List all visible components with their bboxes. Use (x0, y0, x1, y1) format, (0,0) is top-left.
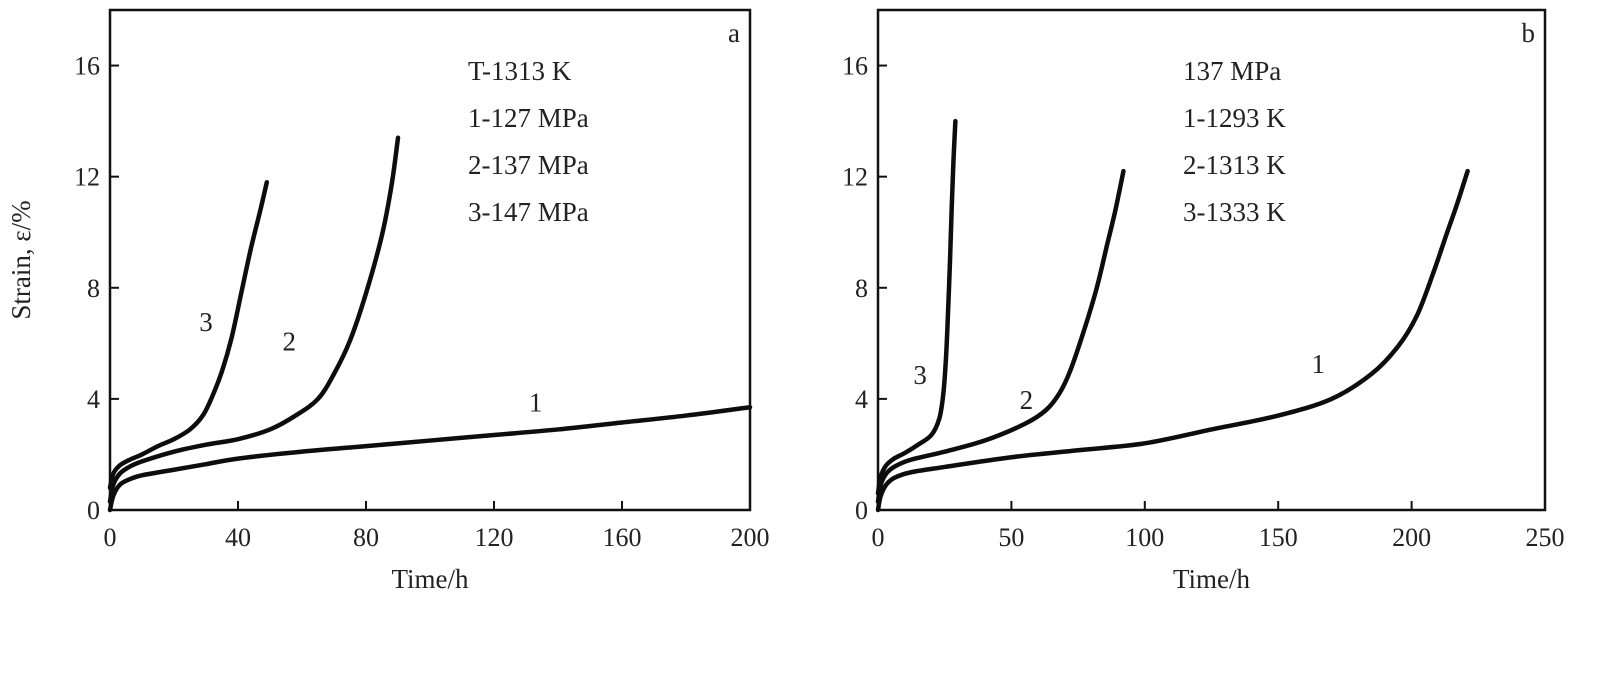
x-tick-label: 200 (1392, 523, 1431, 552)
y-tick-label: 12 (842, 163, 868, 192)
series-line-3 (875, 118, 958, 496)
y-axis-label: Strain, ε/% (6, 200, 36, 319)
series-line-1 (107, 404, 753, 513)
series-label-1: 1 (1311, 349, 1325, 379)
annotation-line: 3-1333 K (1183, 197, 1286, 227)
y-tick-label: 8 (87, 274, 100, 303)
y-tick-label: 0 (87, 496, 100, 525)
x-tick-label: 150 (1259, 523, 1298, 552)
series-line-1 (875, 168, 1470, 513)
x-tick-label: 80 (353, 523, 379, 552)
y-tick-label: 12 (74, 163, 100, 192)
annotation-line: 1-1293 K (1183, 103, 1286, 133)
y-tick-label: 8 (855, 274, 868, 303)
x-tick-label: 160 (603, 523, 642, 552)
x-tick-label: 100 (1125, 523, 1164, 552)
annotation-line: 137 MPa (1183, 56, 1281, 86)
x-tick-label: 50 (998, 523, 1024, 552)
series-label-3: 3 (199, 307, 213, 337)
x-axis-label: Time/h (391, 564, 469, 594)
x-tick-label: 250 (1526, 523, 1565, 552)
plot-frame (876, 8, 1547, 512)
x-axis-label: Time/h (1173, 564, 1251, 594)
series-line-2 (875, 168, 1126, 504)
annotation-line: T-1313 K (468, 56, 572, 86)
series-line-3 (107, 179, 270, 491)
annotation-line: 3-147 MPa (468, 197, 589, 227)
series-line-2 (107, 135, 401, 504)
x-tick-label: 0 (104, 523, 117, 552)
annotation-line: 2-1313 K (1183, 150, 1286, 180)
panel-label: b (1522, 18, 1536, 48)
x-tick-label: 120 (475, 523, 514, 552)
series-label-2: 2 (1020, 385, 1034, 415)
annotation-line: 1-127 MPa (468, 103, 589, 133)
y-tick-label: 4 (87, 385, 100, 414)
plot-frame (108, 8, 752, 512)
y-tick-label: 16 (74, 52, 100, 81)
x-tick-label: 40 (225, 523, 251, 552)
x-tick-label: 200 (731, 523, 770, 552)
y-tick-label: 4 (855, 385, 868, 414)
series-label-3: 3 (913, 360, 927, 390)
series-label-1: 1 (529, 388, 543, 418)
y-tick-label: 0 (855, 496, 868, 525)
series-label-2: 2 (282, 327, 296, 357)
annotation-line: 2-137 MPa (468, 150, 589, 180)
panel-label: a (728, 18, 740, 48)
x-tick-label: 0 (872, 523, 885, 552)
y-tick-label: 16 (842, 52, 868, 81)
